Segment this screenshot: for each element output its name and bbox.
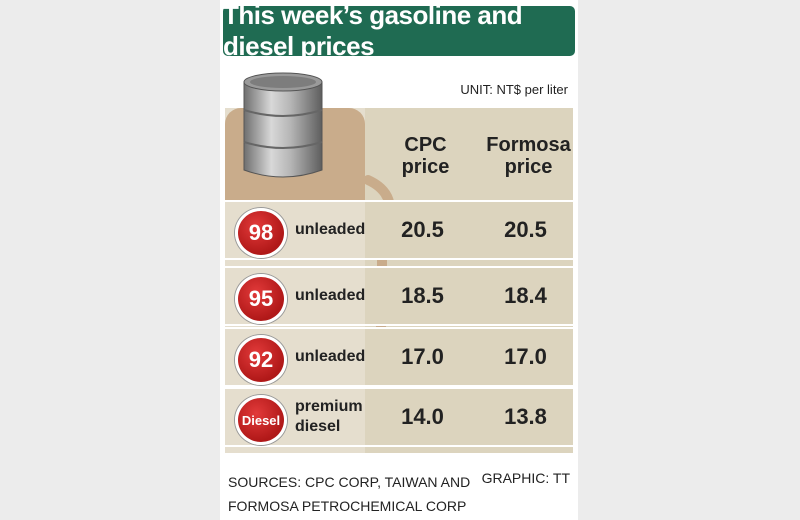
grade-label-line2: diesel — [295, 418, 341, 435]
grade-badge: Diesel — [235, 395, 287, 445]
table-row: 92 unleaded 17.0 17.0 — [225, 327, 573, 387]
column-header-formosa: Formosa price — [481, 134, 576, 178]
grade-badge: 95 — [235, 274, 287, 324]
chart-title: This week’s gasoline and diesel prices — [223, 0, 575, 61]
grade-label: unleaded — [295, 221, 366, 238]
cpc-price: 20.5 — [401, 217, 444, 242]
table-row: 95 unleaded 18.5 18.4 — [225, 266, 573, 326]
infographic-card: This week’s gasoline and diesel prices U… — [220, 0, 578, 520]
column-header-cpc: CPC price — [378, 134, 473, 178]
formosa-price: 20.5 — [504, 217, 547, 242]
cpc-price: 17.0 — [401, 344, 444, 369]
graphic-credit: GRAPHIC: TT — [481, 470, 570, 486]
oil-barrel-icon — [243, 72, 323, 178]
formosa-price: 13.8 — [504, 404, 547, 429]
formosa-price: 17.0 — [504, 344, 547, 369]
cpc-price: 14.0 — [401, 404, 444, 429]
grade-label: unleaded — [295, 348, 366, 365]
grade-badge: 98 — [235, 208, 287, 258]
grade-label: unleaded — [295, 287, 366, 304]
unit-label: UNIT: NT$ per liter — [460, 82, 568, 97]
grade-badge: 92 — [235, 335, 287, 385]
column-header-cpc-line1: CPC — [404, 134, 447, 156]
sources-note: SOURCES: CPC CORP, TAIWAN AND FORMOSA PE… — [228, 470, 470, 518]
sources-line1: SOURCES: CPC CORP, TAIWAN AND — [228, 474, 471, 490]
grade-label-line1: premium — [295, 398, 363, 415]
column-header-cpc-line2: price — [401, 156, 450, 178]
sources-line2: FORMOSA PETROCHEMICAL CORP — [228, 498, 467, 514]
table-row: 98 unleaded 20.5 20.5 — [225, 200, 573, 260]
column-header-formosa-line2: price — [504, 156, 553, 178]
column-header-formosa-line1: Formosa — [486, 134, 571, 156]
table-row: Diesel premium diesel 14.0 13.8 — [225, 387, 573, 447]
cpc-price: 18.5 — [401, 283, 444, 308]
grade-label: premium diesel — [295, 397, 363, 437]
formosa-price: 18.4 — [504, 283, 547, 308]
